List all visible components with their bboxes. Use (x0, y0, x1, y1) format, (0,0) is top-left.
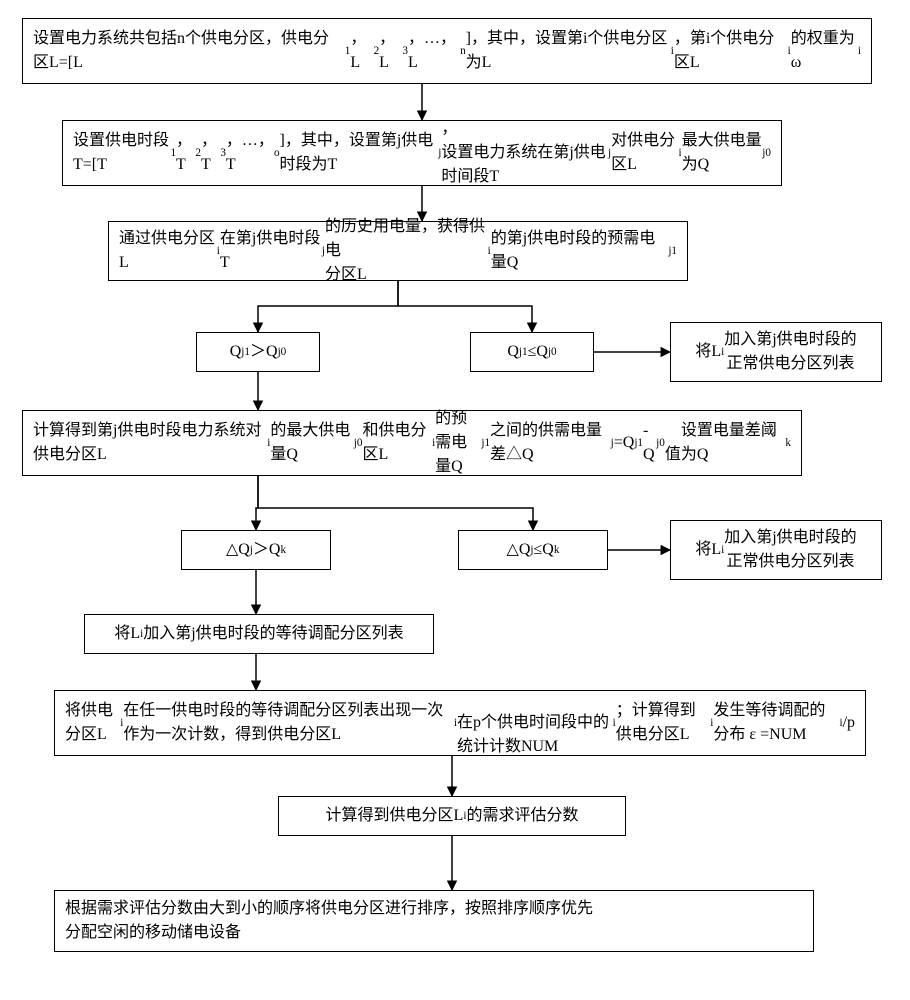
box-b3: 通过供电分区Li在第j供电时段Tj的历史用电量，获得供电分区Li的第j供电时段的… (108, 221, 688, 281)
arrow-b4-d2b (258, 476, 533, 530)
box-r2: 将Li加入第j供电时段的正常供电分区列表 (670, 520, 882, 580)
arrow-b4-d2a (256, 476, 258, 530)
box-d2b: △Qj≤Qk (458, 530, 608, 570)
box-d1a: Qj1＞Qj0 (196, 332, 320, 372)
box-b5: 将Li加入第j供电时段的等待调配分区列表 (84, 614, 434, 654)
box-r1: 将Li加入第j供电时段的正常供电分区列表 (670, 322, 882, 382)
arrow-b3-d1a (258, 281, 398, 332)
box-b8: 根据需求评估分数由大到小的顺序将供电分区进行排序，按照排序顺序优先分配空闲的移动… (54, 890, 814, 952)
box-b2: 设置供电时段T=[T1，T2，T3，…，To]，其中，设置第j供电时段为Tj，设… (62, 120, 782, 186)
flowchart-canvas: 设置电力系统共包括n个供电分区，供电分区L=[L1，L2，L3，…，Ln]，其中… (0, 0, 910, 1000)
box-b1: 设置电力系统共包括n个供电分区，供电分区L=[L1，L2，L3，…，Ln]，其中… (22, 18, 872, 84)
arrow-b3-d1b (398, 281, 532, 332)
box-b4: 计算得到第j供电时段电力系统对供电分区Li的最大供电量Qj0和供电分区Li的预需… (22, 410, 802, 476)
box-d2a: △Qj＞Qk (181, 530, 331, 570)
box-b7: 计算得到供电分区Li的需求评估分数 (278, 796, 626, 836)
box-b6: 将供电分区Li在任一供电时段的等待调配分区列表出现一次作为一次计数，得到供电分区… (54, 690, 866, 756)
box-d1b: Qj1≤Qj0 (470, 332, 594, 372)
